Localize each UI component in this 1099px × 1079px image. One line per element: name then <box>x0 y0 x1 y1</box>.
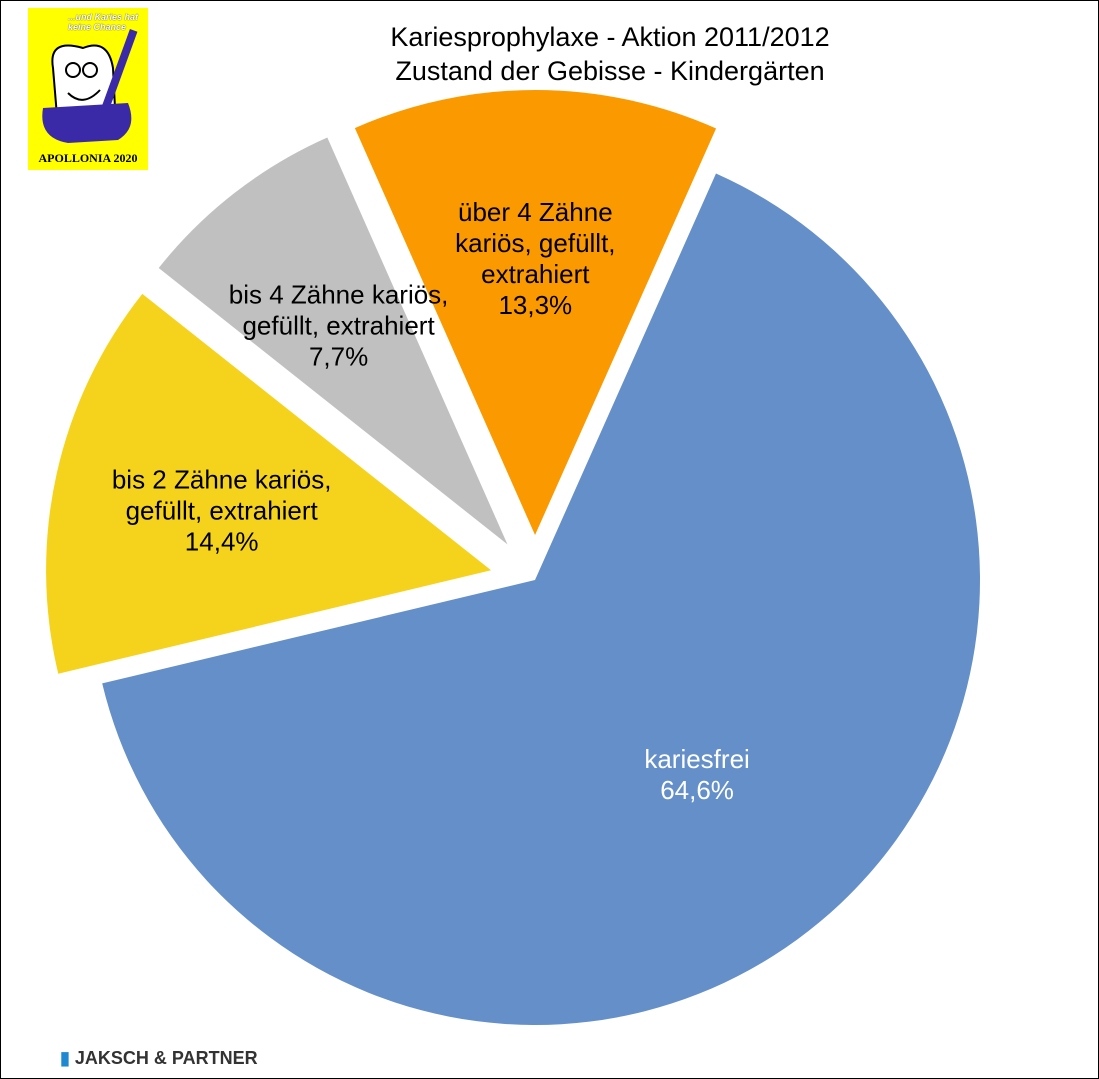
slice-label: über 4 Zähne kariös, gefüllt, extrahiert… <box>420 197 650 321</box>
chart-title: Kariesprophylaxe - Aktion 2011/2012 <box>390 22 830 52</box>
pie-slice <box>46 293 492 674</box>
logo: ...und Karies hat keine Chance APOLLONIA… <box>28 8 148 170</box>
value-label: 13,3% <box>498 290 573 321</box>
slice-name: bis 2 Zähne kariös, gefüllt, extrahiert <box>111 464 332 526</box>
pie-slice <box>354 90 717 535</box>
pie-slice <box>158 137 508 545</box>
logo-badge: APOLLONIA 2020 <box>38 151 138 165</box>
chart-subtitle: Zustand der Gebisse - Kindergärten <box>395 56 825 86</box>
footer-text: JAKSCH & PARTNER <box>74 1048 258 1068</box>
slice-label: bis 2 Zähne kariös, gefüllt, extrahiert 1… <box>107 464 337 557</box>
slice-name: bis 4 Zähne kariös, gefüllt, extrahiert <box>228 279 449 341</box>
value-label: 14,4% <box>184 526 259 557</box>
logo-text: ...und Karies hat keine Chance <box>68 12 139 32</box>
footer-icon: ▮ <box>60 1048 75 1068</box>
slice-label: bis 4 Zähne kariös, gefüllt, extrahiert 7… <box>224 280 454 373</box>
slice-name: kariesfrei <box>644 744 750 775</box>
logo-art <box>42 29 138 143</box>
slice-label: kariesfrei 64,6% <box>582 744 812 806</box>
value-label: 7,7% <box>308 341 369 372</box>
pie-slice <box>102 173 980 1025</box>
slice-name: über 4 Zähne kariös, gefüllt, extrahiert <box>455 197 616 290</box>
footer: ▮ JAKSCH & PARTNER <box>60 1048 258 1069</box>
value-label: 64,6% <box>660 775 734 806</box>
